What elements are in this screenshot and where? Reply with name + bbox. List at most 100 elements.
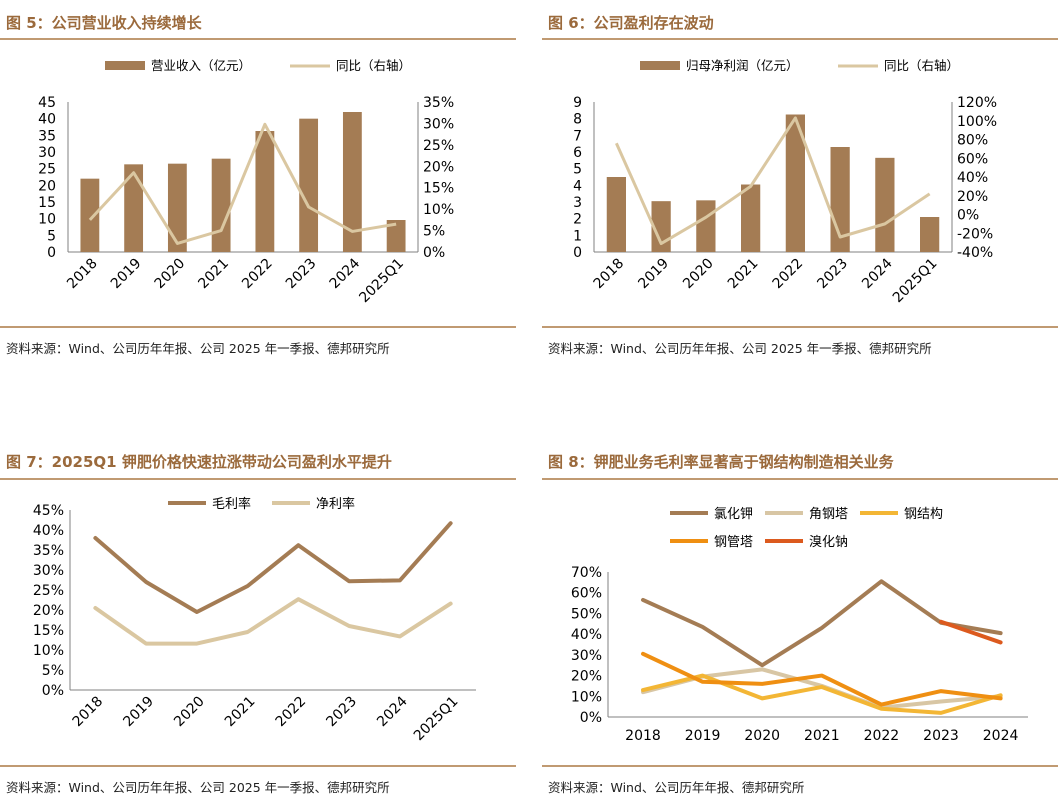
y-tick-label: 40%	[33, 523, 64, 539]
x-tick-label: 2021	[195, 256, 232, 293]
x-tick-label: 2019	[120, 694, 157, 731]
y-right-tick-label: 0%	[423, 245, 445, 261]
x-tick-label: 2020	[171, 694, 208, 731]
y-right-tick-label: 20%	[423, 159, 454, 175]
y-left-tick-label: 1	[573, 228, 582, 244]
y-left-tick-label: 4	[573, 178, 582, 194]
y-tick-label: 50%	[571, 606, 602, 622]
y-left-tick-label: 10	[38, 212, 56, 228]
y-left-tick-label: 5	[47, 228, 56, 244]
y-left-tick-label: 6	[573, 145, 582, 161]
y-tick-label: 30%	[33, 563, 64, 579]
x-tick-label: 2019	[685, 728, 721, 744]
bar	[167, 163, 187, 252]
y-right-tick-label: 5%	[423, 224, 445, 240]
bar	[211, 158, 231, 252]
chart-source: 资料来源：Wind、公司历年年报、公司 2025 年一季报、德邦研究所	[6, 780, 390, 795]
y-right-tick-label: 120%	[957, 95, 997, 111]
y-right-tick-label: 60%	[957, 151, 988, 167]
x-tick-label: 2023	[814, 256, 851, 293]
x-tick-label: 2020	[680, 256, 717, 293]
title-rule	[0, 38, 516, 40]
y-left-tick-label: 20	[38, 178, 56, 194]
y-tick-label: 70%	[571, 565, 602, 581]
y-left-tick-label: 15	[38, 195, 56, 211]
chart-source: 资料来源：Wind、公司历年年报、公司 2025 年一季报、德邦研究所	[6, 341, 390, 356]
y-right-tick-label: 15%	[423, 181, 454, 197]
legend-bar-label: 归母净利润（亿元）	[686, 58, 799, 73]
x-tick-label: 2024	[983, 728, 1019, 744]
y-tick-label: 40%	[571, 627, 602, 643]
y-left-tick-label: 7	[573, 128, 582, 144]
y-tick-label: 5%	[42, 663, 64, 679]
bar	[696, 200, 716, 252]
y-tick-label: 0%	[580, 710, 602, 726]
y-right-tick-label: 40%	[957, 170, 988, 186]
y-left-tick-label: 5	[573, 162, 582, 178]
y-right-tick-label: 100%	[957, 114, 997, 130]
title-rule	[542, 478, 1058, 480]
x-tick-label: 2018	[625, 728, 661, 744]
legend-bar-swatch	[105, 61, 145, 70]
legend-label: 角钢塔	[809, 507, 848, 522]
source-rule	[0, 765, 516, 767]
x-tick-label: 2021	[725, 256, 762, 293]
legend-label: 氯化钾	[714, 507, 753, 522]
y-left-tick-label: 2	[573, 212, 582, 228]
y-tick-label: 20%	[33, 603, 64, 619]
bar	[342, 112, 362, 252]
x-tick-label: 2024	[374, 693, 411, 730]
x-tick-label: 2023	[283, 256, 320, 293]
legend-bar-swatch	[640, 61, 680, 70]
title-rule	[542, 38, 1058, 40]
bar	[606, 177, 626, 252]
x-tick-label: 2022	[864, 728, 900, 744]
chart-title: 图 7：2025Q1 钾肥价格快速拉涨带动公司盈利水平提升	[6, 453, 392, 471]
x-tick-label: 2019	[635, 256, 672, 293]
chart-title: 图 8：钾肥业务毛利率显著高于钢结构制造相关业务	[548, 453, 894, 471]
y-left-tick-label: 40	[38, 112, 56, 128]
bar	[124, 164, 144, 252]
y-tick-label: 30%	[571, 648, 602, 664]
legend-bar-label: 营业收入（亿元）	[151, 58, 251, 73]
y-left-tick-label: 3	[573, 195, 582, 211]
y-right-tick-label: 10%	[423, 202, 454, 218]
x-tick-label: 2018	[70, 694, 107, 731]
x-tick-label: 2020	[744, 728, 780, 744]
y-tick-label: 60%	[571, 586, 602, 602]
x-tick-label: 2021	[222, 694, 259, 731]
y-right-tick-label: -40%	[957, 245, 993, 261]
legend-label: 毛利率	[212, 496, 251, 512]
panel-revenue: 图 5：公司营业收入持续增长 营业收入（亿元） 同比（右轴） 0 5 10 15 20 25 3…	[0, 0, 516, 400]
y-tick-label: 10%	[571, 689, 602, 705]
legend-label: 钢管塔	[714, 535, 753, 550]
x-tick-label: 2020	[152, 256, 189, 293]
bar	[785, 114, 805, 252]
y-tick-label: 10%	[33, 643, 64, 659]
x-tick-label: 2018	[64, 256, 101, 293]
source-rule	[0, 326, 516, 328]
x-tick-label: 2025Q1	[411, 694, 462, 745]
series-line	[93, 521, 453, 614]
y-left-tick-label: 9	[573, 95, 582, 111]
x-tick-label: 2022	[273, 694, 310, 731]
x-tick-label: 2021	[804, 728, 840, 744]
bar	[741, 184, 761, 252]
x-tick-label: 2025Q1	[356, 256, 407, 307]
bar	[255, 131, 275, 252]
legend-label: 钢结构	[904, 507, 943, 522]
legend-label: 溴化钠	[809, 535, 848, 550]
y-tick-label: 45%	[33, 503, 64, 519]
title-rule	[0, 478, 516, 480]
y-left-tick-label: 45	[38, 95, 56, 111]
y-right-tick-label: 80%	[957, 133, 988, 149]
yoy-line	[615, 116, 931, 246]
y-left-tick-label: 30	[38, 145, 56, 161]
series-line	[641, 673, 1003, 715]
y-right-tick-label: 20%	[957, 189, 988, 205]
source-rule	[542, 765, 1058, 767]
legend-label: 净利率	[316, 496, 355, 512]
bar	[875, 157, 895, 252]
